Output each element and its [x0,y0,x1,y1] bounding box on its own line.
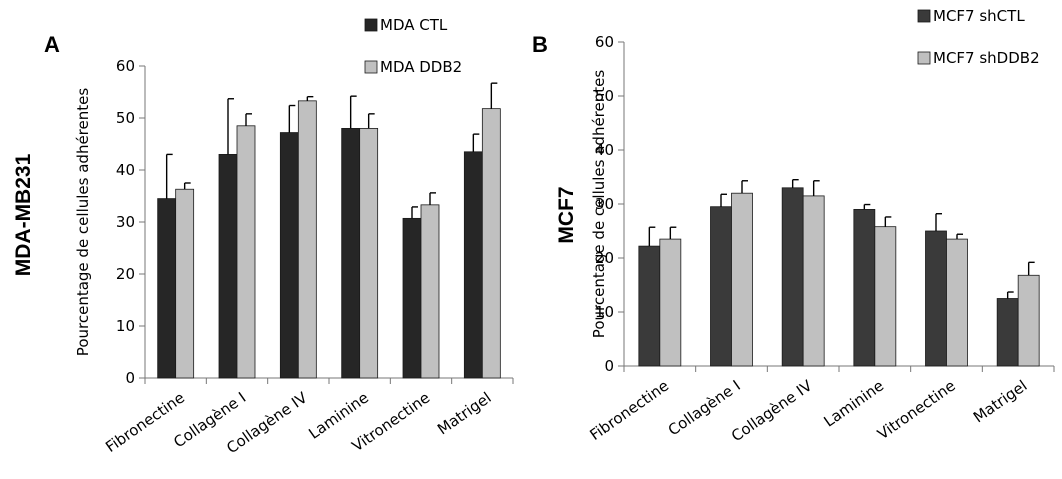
bar [175,188,195,379]
legend-swatch [917,9,931,23]
cell-line-label: MCF7 [555,186,578,243]
y-tick-label: 10 [116,317,135,335]
bar [236,125,256,379]
y-axis-title: Pourcentage de cellules adhérentes [590,70,608,339]
legend-label: MCF7 shCTL [933,7,1025,25]
y-tick-label: 40 [595,141,614,159]
legend-swatch [364,18,378,32]
x-category-label: Collagène IV [728,376,816,445]
y-tick-label: 0 [604,357,614,375]
bar [1017,274,1040,367]
y-tick-label: 20 [595,249,614,267]
bar [157,198,177,379]
y-tick-label: 60 [116,57,135,75]
panel-letter: A [44,32,60,57]
y-tick-label: 30 [595,195,614,213]
x-category-label: Vitronectine [874,377,959,444]
bar [996,298,1019,367]
x-category-label: Laminine [820,377,887,431]
bar [341,127,361,379]
bar [946,238,968,367]
bar [463,151,483,379]
legend-swatch [364,60,378,74]
bar [481,108,501,379]
legend-label: MDA DDB2 [380,58,462,76]
bar [402,217,422,379]
bar [853,208,876,367]
x-category-label: Fibronectine [102,389,188,457]
y-tick-label: 0 [125,369,135,387]
x-category-label: Fibronectine [586,377,672,445]
y-tick-label: 10 [595,303,614,321]
y-tick-label: 30 [116,213,135,231]
bar [781,187,804,367]
bar [638,245,661,367]
bar [359,127,379,379]
legend-label: MCF7 shDDB2 [933,49,1040,67]
y-tick-label: 20 [116,265,135,283]
legend-label: MDA CTL [380,16,448,34]
bar [802,195,825,367]
y-tick-label: 50 [116,109,135,127]
bar [874,226,897,367]
bar [710,206,732,367]
y-tick-label: 60 [595,33,614,51]
bar [279,132,299,379]
panel-letter: B [532,32,548,57]
y-tick-label: 50 [595,87,614,105]
bar [218,153,238,379]
bar [925,230,947,367]
x-category-label: Matrigel [970,377,1031,427]
y-axis-title: Pourcentage de cellules adhérentes [74,88,92,357]
cell-line-label: MDA-MB231 [12,153,35,276]
bar [420,204,440,379]
bar [731,192,753,367]
x-category-label: Matrigel [434,389,495,439]
bar [659,238,682,367]
legend-swatch [917,51,931,65]
y-tick-label: 40 [116,161,135,179]
bar [297,100,317,379]
